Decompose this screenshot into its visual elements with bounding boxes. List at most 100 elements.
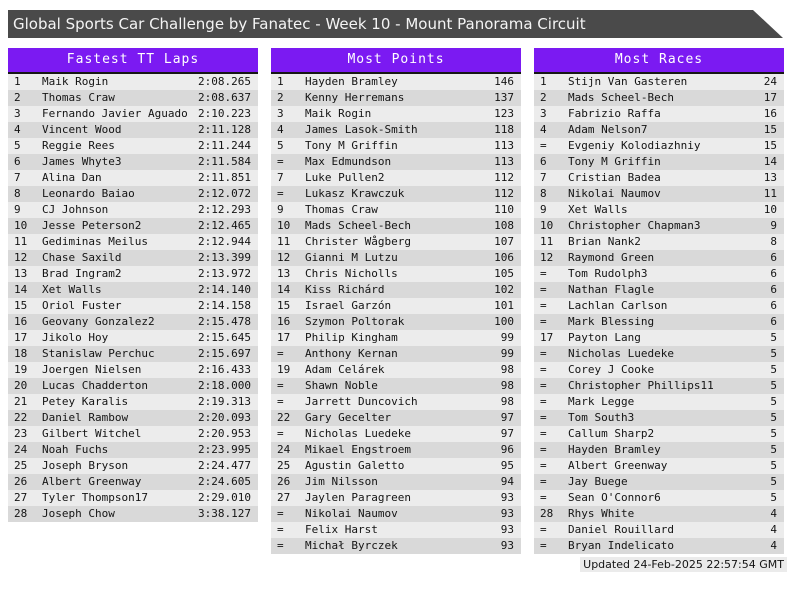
name-cell: Reggie Rees <box>42 139 115 152</box>
name-cell: Nikolai Naumov <box>568 187 661 200</box>
name-cell: Daniel Rambow <box>42 411 129 424</box>
value-cell: 15 <box>763 139 777 152</box>
table-row: = Callum Sharp2 5 <box>534 426 784 442</box>
table-row: 15 Oriol Fuster 2:14.158 <box>8 298 258 314</box>
rank-cell: = <box>277 523 284 536</box>
name-cell: Callum Sharp2 <box>568 427 655 440</box>
rank-cell: 2 <box>540 91 547 104</box>
value-cell: 6 <box>770 251 777 264</box>
name-cell: Raymond Green <box>568 251 655 264</box>
table-row: 3 Maik Rogin 123 <box>271 106 521 122</box>
name-cell: Gary Gecelter <box>305 411 392 424</box>
rank-cell: 10 <box>540 219 554 232</box>
rank-cell: 10 <box>277 219 291 232</box>
name-cell: Maik Rogin <box>305 107 372 120</box>
name-cell: Albert Greenway <box>568 459 668 472</box>
name-cell: Brad Ingram2 <box>42 267 122 280</box>
name-cell: Rhys White <box>568 507 635 520</box>
name-cell: Tom Rudolph3 <box>568 267 648 280</box>
table-row: 24 Mikael Engstroem 96 <box>271 442 521 458</box>
rank-cell: = <box>540 283 547 296</box>
rank-cell: 12 <box>540 251 554 264</box>
rank-cell: = <box>277 379 284 392</box>
rank-cell: 2 <box>14 91 21 104</box>
table-row: = Corey J Cooke 5 <box>534 362 784 378</box>
rank-cell: 11 <box>14 235 28 248</box>
table-row: 5 Tony M Griffin 113 <box>271 138 521 154</box>
rank-cell: 6 <box>14 155 21 168</box>
value-cell: 14 <box>763 155 777 168</box>
value-cell: 112 <box>494 171 514 184</box>
name-cell: Hayden Bramley <box>568 443 661 456</box>
rank-cell: 7 <box>14 171 21 184</box>
rank-cell: 20 <box>14 379 28 392</box>
table-row: = Mark Blessing 6 <box>534 314 784 330</box>
rank-cell: 27 <box>14 491 28 504</box>
panel-title: Most Points <box>271 48 521 74</box>
rank-cell: 13 <box>277 267 291 280</box>
name-cell: Mikael Engstroem <box>305 443 411 456</box>
rank-cell: = <box>540 315 547 328</box>
value-cell: 2:15.478 <box>198 315 251 328</box>
name-cell: Mark Legge <box>568 395 635 408</box>
rank-cell: 4 <box>277 123 284 136</box>
value-cell: 11 <box>763 187 777 200</box>
value-cell: 2:11.851 <box>198 171 251 184</box>
rank-cell: 14 <box>14 283 28 296</box>
value-cell: 8 <box>770 235 777 248</box>
table-row: 9 Thomas Craw 110 <box>271 202 521 218</box>
value-cell: 108 <box>494 219 514 232</box>
table-row: 4 Vincent Wood 2:11.128 <box>8 122 258 138</box>
name-cell: Nathan Flagle <box>568 283 655 296</box>
rank-cell: = <box>277 347 284 360</box>
name-cell: Nikolai Naumov <box>305 507 398 520</box>
rank-cell: 15 <box>277 299 291 312</box>
value-cell: 10 <box>763 203 777 216</box>
name-cell: Joseph Bryson <box>42 459 129 472</box>
value-cell: 102 <box>494 283 514 296</box>
table-row: 11 Brian Nank2 8 <box>534 234 784 250</box>
table-row: 12 Chase Saxild 2:13.399 <box>8 250 258 266</box>
value-cell: 2:15.645 <box>198 331 251 344</box>
name-cell: Lukasz Krawczuk <box>305 187 405 200</box>
table-row: 19 Joergen Nielsen 2:16.433 <box>8 362 258 378</box>
panel-title: Fastest TT Laps <box>8 48 258 74</box>
value-cell: 5 <box>770 379 777 392</box>
table-row: 4 James Lasok-Smith 118 <box>271 122 521 138</box>
value-cell: 2:18.000 <box>198 379 251 392</box>
table-row: = Evgeniy Kolodiazhniy 15 <box>534 138 784 154</box>
rank-cell: = <box>540 539 547 552</box>
rank-cell: 17 <box>14 331 28 344</box>
rank-cell: = <box>540 523 547 536</box>
name-cell: Hayden Bramley <box>305 75 398 88</box>
panel-body: 1 Hayden Bramley 146 2 Kenny Herremans 137 3 Ma… <box>271 74 521 554</box>
table-row: 25 Agustin Galetto 95 <box>271 458 521 474</box>
rank-cell: = <box>540 347 547 360</box>
table-row: 28 Rhys White 4 <box>534 506 784 522</box>
table-row: = Michał Byrczek 93 <box>271 538 521 554</box>
value-cell: 2:15.697 <box>198 347 251 360</box>
value-cell: 113 <box>494 139 514 152</box>
rank-cell: = <box>540 363 547 376</box>
table-row: 24 Noah Fuchs 2:23.995 <box>8 442 258 458</box>
name-cell: Mads Scheel-Bech <box>305 219 411 232</box>
table-row: 14 Kiss Richárd 102 <box>271 282 521 298</box>
rank-cell: 28 <box>540 507 554 520</box>
name-cell: Brian Nank2 <box>568 235 641 248</box>
leaderboard-panel: Most Points 1 Hayden Bramley 146 2 Kenny Herr… <box>271 48 521 554</box>
name-cell: Daniel Rouillard <box>568 523 674 536</box>
table-row: = Albert Greenway 5 <box>534 458 784 474</box>
name-cell: Christopher Chapman3 <box>568 219 701 232</box>
value-cell: 17 <box>763 91 777 104</box>
table-row: 26 Albert Greenway 2:24.605 <box>8 474 258 490</box>
rank-cell: 25 <box>14 459 28 472</box>
table-row: 12 Raymond Green 6 <box>534 250 784 266</box>
name-cell: Albert Greenway <box>42 475 142 488</box>
table-row: = Nathan Flagle 6 <box>534 282 784 298</box>
value-cell: 101 <box>494 299 514 312</box>
value-cell: 2:13.399 <box>198 251 251 264</box>
name-cell: CJ Johnson <box>42 203 109 216</box>
name-cell: Stijn Van Gasteren <box>568 75 688 88</box>
value-cell: 6 <box>770 299 777 312</box>
table-row: 17 Philip Kingham 99 <box>271 330 521 346</box>
